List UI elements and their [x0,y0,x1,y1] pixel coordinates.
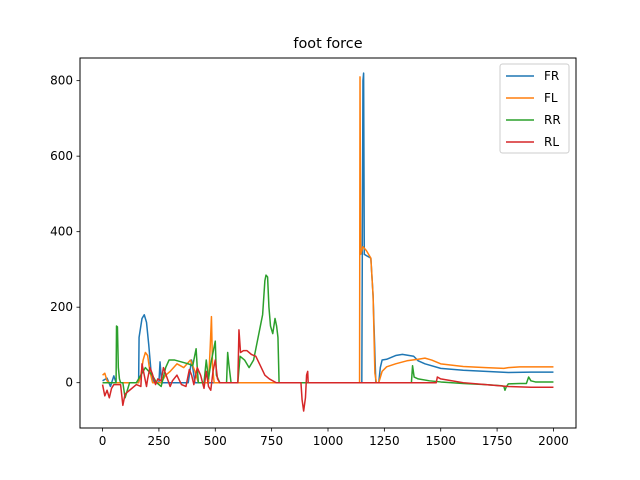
x-tick-label: 750 [260,434,283,448]
legend-label-fl: FL [544,91,558,105]
y-tick-label: 800 [50,74,73,88]
x-axis-ticks: 0 250 500 750 1000 1250 1500 1750 2000 [99,428,569,448]
y-tick-label: 200 [50,300,73,314]
x-tick-label: 1750 [482,434,513,448]
x-tick-label: 2000 [538,434,569,448]
x-tick-label: 1500 [425,434,456,448]
x-tick-label: 500 [204,434,227,448]
x-tick-label: 0 [99,434,107,448]
legend: FR FL RR RL [499,63,570,154]
x-tick-label: 1250 [369,434,400,448]
chart-title: foot force [293,36,362,52]
legend-label-fr: FR [544,69,559,83]
series-line-rl [101,329,554,412]
x-tick-label: 250 [147,434,170,448]
x-tick-label: 1000 [313,434,344,448]
y-tick-label: 400 [50,225,73,239]
y-axis-ticks: 0 200 400 600 800 [50,74,80,390]
legend-label-rl: RL [544,135,559,149]
y-tick-label: 600 [50,149,73,163]
y-tick-label: 0 [65,376,73,390]
series-layer [101,72,554,412]
legend-label-rr: RR [544,113,561,127]
legend-box [499,63,570,154]
